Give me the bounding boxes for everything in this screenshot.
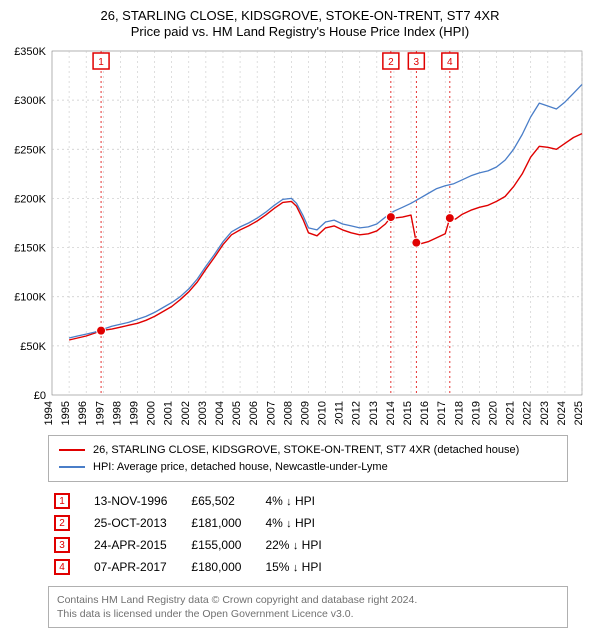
legend-label: HPI: Average price, detached house, Newc… [93,459,388,476]
sale-price: £65,502 [185,490,259,512]
svg-text:2006: 2006 [248,401,260,425]
chart-legend: 26, STARLING CLOSE, KIDSGROVE, STOKE-ON-… [48,435,568,482]
svg-text:3: 3 [414,57,420,68]
sales-row: 3 24-APR-2015£155,00022% ↓ HPI [48,534,340,556]
legend-label: 26, STARLING CLOSE, KIDSGROVE, STOKE-ON-… [93,442,519,459]
legend-swatch [59,466,85,468]
sale-diff: 4% ↓ HPI [259,490,339,512]
svg-text:2010: 2010 [317,401,329,425]
footer-line2: This data is licensed under the Open Gov… [57,607,559,621]
legend-swatch [59,449,85,451]
svg-text:1998: 1998 [111,401,123,425]
sale-date: 25-OCT-2013 [88,512,185,534]
chart-title-line1: 26, STARLING CLOSE, KIDSGROVE, STOKE-ON-… [10,8,590,23]
sale-marker-icon: 4 [54,559,70,575]
sale-price: £180,000 [185,556,259,578]
sale-marker-icon: 2 [54,515,70,531]
sale-marker-icon: 3 [54,537,70,553]
svg-text:4: 4 [447,57,453,68]
svg-text:1: 1 [98,57,104,68]
sale-diff: 22% ↓ HPI [259,534,339,556]
sales-row: 1 13-NOV-1996£65,5024% ↓ HPI [48,490,340,512]
svg-text:£250K: £250K [14,144,46,156]
svg-text:1999: 1999 [128,401,140,425]
sale-date: 07-APR-2017 [88,556,185,578]
svg-text:2008: 2008 [282,401,294,425]
svg-text:2020: 2020 [488,401,500,425]
svg-text:£200K: £200K [14,193,46,205]
svg-text:2014: 2014 [385,401,397,425]
svg-text:2025: 2025 [573,401,585,425]
sales-row: 4 07-APR-2017£180,00015% ↓ HPI [48,556,340,578]
svg-text:2013: 2013 [368,401,380,425]
svg-text:2007: 2007 [265,401,277,425]
sales-row: 2 25-OCT-2013£181,0004% ↓ HPI [48,512,340,534]
legend-item: HPI: Average price, detached house, Newc… [59,459,557,476]
sale-diff: 4% ↓ HPI [259,512,339,534]
sale-price: £155,000 [185,534,259,556]
svg-text:2005: 2005 [231,401,243,425]
svg-text:2: 2 [388,57,394,68]
svg-text:£100K: £100K [14,292,46,304]
footer-attribution: Contains HM Land Registry data © Crown c… [48,586,568,628]
svg-text:2004: 2004 [214,401,226,425]
price-chart: £0 £50K £100K £150K £200K £250K £300K £350K 1994… [10,45,590,425]
svg-text:2015: 2015 [402,401,414,425]
svg-text:£0: £0 [34,390,46,402]
footer-line1: Contains HM Land Registry data © Crown c… [57,593,559,607]
sale-price: £181,000 [185,512,259,534]
svg-text:2012: 2012 [351,401,363,425]
svg-text:2000: 2000 [146,401,158,425]
svg-text:2016: 2016 [419,401,431,425]
svg-text:2022: 2022 [522,401,534,425]
svg-text:1995: 1995 [60,401,72,425]
svg-text:2023: 2023 [539,401,551,425]
svg-text:2017: 2017 [436,401,448,425]
svg-text:2002: 2002 [180,401,192,425]
svg-text:1994: 1994 [43,401,55,425]
sale-diff: 15% ↓ HPI [259,556,339,578]
svg-text:£300K: £300K [14,95,46,107]
svg-text:1996: 1996 [77,401,89,425]
svg-text:£150K: £150K [14,243,46,255]
svg-text:1997: 1997 [94,401,106,425]
svg-text:£50K: £50K [20,341,46,353]
svg-text:2018: 2018 [453,401,465,425]
sale-marker-icon: 1 [54,493,70,509]
svg-text:2011: 2011 [334,401,346,425]
svg-text:2009: 2009 [299,401,311,425]
svg-text:2024: 2024 [556,401,568,425]
svg-text:2003: 2003 [197,401,209,425]
sale-date: 24-APR-2015 [88,534,185,556]
svg-text:2021: 2021 [505,401,517,425]
sales-table: 1 13-NOV-1996£65,5024% ↓ HPI 2 25-OCT-2013£… [48,490,340,578]
svg-text:2019: 2019 [470,401,482,425]
svg-text:2001: 2001 [163,401,175,425]
sale-date: 13-NOV-1996 [88,490,185,512]
legend-item: 26, STARLING CLOSE, KIDSGROVE, STOKE-ON-… [59,442,557,459]
svg-text:£350K: £350K [14,46,46,58]
chart-title-line2: Price paid vs. HM Land Registry's House … [10,24,590,39]
